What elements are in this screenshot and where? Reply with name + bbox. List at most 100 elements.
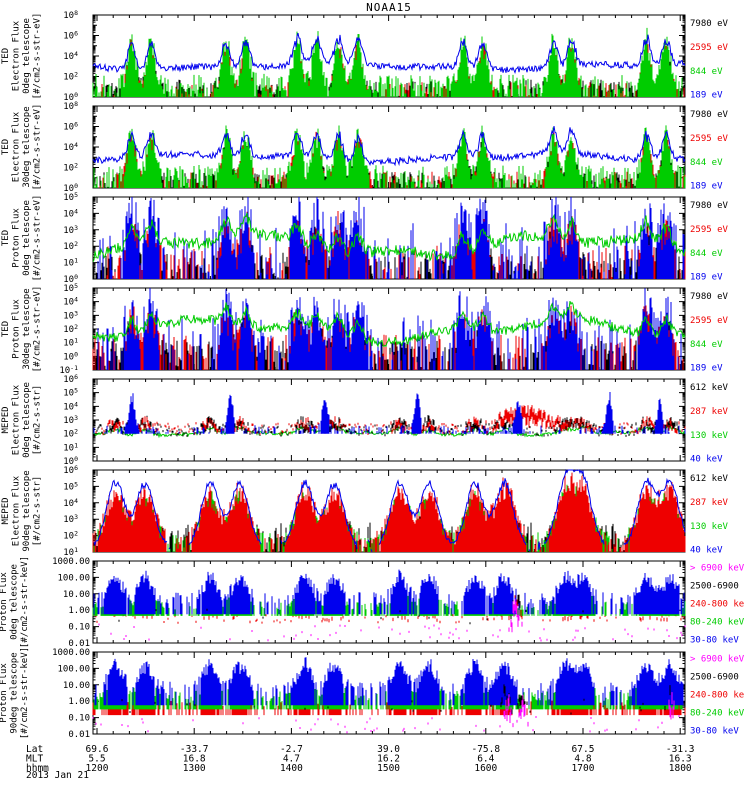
ytick-label: 105: [63, 282, 78, 294]
ylabel: 90deg telescope: [22, 470, 32, 551]
row-value: 67.5: [572, 744, 595, 755]
svg-text:Proton Flux: Proton Flux: [12, 208, 22, 268]
ylabel: TED: [1, 48, 11, 64]
series-189-ev: [92, 126, 686, 167]
legend-label: 2500-6900: [690, 582, 739, 592]
ytick-label: 100.00: [57, 664, 90, 674]
ylabel: [#/cm2-s-str-eV]: [33, 13, 43, 100]
ytick-label: 0.01: [68, 639, 90, 649]
ytick-label: 102: [63, 71, 78, 83]
svg-text:[#/cm2-s-str-eV]: [#/cm2-s-str-eV]: [33, 104, 43, 191]
ylabel: 90deg telescope: [10, 652, 20, 733]
ytick-label: 10.00: [63, 681, 90, 691]
ytick-label: 104: [63, 141, 78, 153]
ylabel: [#/cm2-s-str]: [33, 476, 43, 546]
svg-text:[#/cm2-s-str]: [#/cm2-s-str]: [33, 385, 43, 455]
ytick-label: 104: [63, 296, 78, 308]
ytick-label: 106: [63, 373, 78, 385]
legend-label: 80-240 keV: [690, 618, 745, 628]
bottom-row-mlt: MLT 5.5 16.8 4.7 16.2 6.4 4.8 16.3: [26, 754, 692, 765]
series-40-kev: [93, 468, 686, 553]
svg-text:TED: TED: [1, 321, 11, 337]
row-value: -31.3: [666, 744, 695, 755]
bottom-row-hhmm: hhmm 1200 1300 1400 1500 1600 1700 1800: [26, 763, 692, 774]
legend-label: 30-80 keV: [690, 636, 739, 646]
ytick-label: 1.00: [68, 697, 90, 707]
legend-label: 2595 eV: [690, 225, 729, 235]
legend-label: 287 keV: [690, 498, 729, 508]
ytick-label: 102: [63, 240, 78, 252]
ytick-label: 104: [63, 50, 78, 62]
row-header: Lat: [26, 744, 43, 755]
row-header: MLT: [26, 754, 43, 765]
ytick-label: 0.10: [68, 623, 90, 633]
svg-text:0deg telescope: 0deg telescope: [22, 200, 32, 276]
legend-label: 844 eV: [690, 158, 723, 168]
svg-text:MEPED: MEPED: [1, 406, 11, 433]
legend-label: 30-80 keV: [690, 727, 739, 737]
series--6900-kev: [98, 598, 686, 642]
row-value: 69.6: [86, 744, 109, 755]
series--6900-kev: [92, 692, 680, 734]
ylabel: 0deg telescope: [22, 382, 32, 458]
series-844-ev: [92, 27, 683, 97]
ytick-label: 104: [63, 400, 78, 412]
legend-label: 189 eV: [690, 273, 723, 283]
svg-text:Proton Flux: Proton Flux: [12, 299, 22, 359]
ytick-label: 103: [63, 309, 78, 321]
ylabel: TED: [1, 230, 11, 246]
series-844-ev: [92, 212, 686, 262]
legend-label: 7980 eV: [690, 292, 729, 302]
ylabel: Electron Flux: [12, 111, 22, 182]
row-value: 6.4: [477, 754, 494, 765]
svg-text:30deg telescope: 30deg telescope: [22, 288, 32, 369]
legend-label: 7980 eV: [690, 110, 729, 120]
ylabel: MEPED: [1, 497, 11, 524]
ylabel: TED: [1, 139, 11, 155]
legend-label: 7980 eV: [690, 201, 729, 211]
row-value: 1800: [669, 763, 692, 774]
ytick-label: 103: [63, 414, 78, 426]
svg-text:[#/cm2-s-str]: [#/cm2-s-str]: [33, 476, 43, 546]
svg-text:90deg telescope: 90deg telescope: [22, 470, 32, 551]
ytick-label: 103: [63, 513, 78, 525]
panel-meped-proton-flux-0deg: 1000.00 100.00 10.00 1.00 0.10 0.01 Proton Flu…: [0, 556, 745, 649]
legend-label: > 6900 keV: [690, 564, 745, 574]
legend-label: 844 eV: [690, 340, 723, 350]
row-value: 5.5: [88, 754, 105, 765]
legend-label: 189 eV: [690, 91, 723, 101]
ytick-label: 101: [63, 337, 78, 349]
ytick-label: 1.00: [68, 606, 90, 616]
legend-label: 2595 eV: [690, 43, 729, 53]
svg-text:Electron Flux: Electron Flux: [12, 20, 22, 91]
ytick-label: 1000.00: [52, 557, 90, 567]
series-287-kev: [92, 472, 686, 552]
ytick-label: 106: [63, 30, 78, 42]
legend-label: 2595 eV: [690, 316, 729, 326]
svg-text:TED: TED: [1, 48, 11, 64]
row-value: 16.2: [377, 754, 400, 765]
ytick-label: 100.00: [57, 573, 90, 583]
legend-label: 130 keV: [690, 431, 729, 441]
svg-text:[#/cm2-s-str-eV]: [#/cm2-s-str-eV]: [33, 13, 43, 100]
ylabel: 30deg telescope: [22, 106, 32, 187]
ylabel: Proton Flux: [12, 299, 22, 359]
row-value: 1500: [377, 763, 400, 774]
svg-text:Proton Flux: Proton Flux: [0, 663, 9, 723]
panel-meped-proton-flux-90deg: 1000.00 100.00 10.00 1.00 0.10 0.01 Proton Flu…: [0, 647, 745, 740]
ytick-label: 106: [63, 464, 78, 476]
legend-label: 844 eV: [690, 67, 723, 77]
row-value: 39.0: [377, 744, 400, 755]
row-value: 4.7: [283, 754, 300, 765]
legend-label: 2595 eV: [690, 134, 729, 144]
series-40-kev: [93, 392, 686, 434]
row-value: -2.7: [280, 744, 303, 755]
svg-text:0deg telescope: 0deg telescope: [22, 382, 32, 458]
row-value: 1700: [572, 763, 595, 774]
ytick-label: 105: [63, 191, 78, 203]
ylabel: [#/cm2-s-str-eV]: [33, 104, 43, 191]
ytick-label: 101: [63, 257, 78, 269]
ylabel: Proton Flux: [0, 663, 9, 723]
ylabel: MEPED: [1, 406, 11, 433]
